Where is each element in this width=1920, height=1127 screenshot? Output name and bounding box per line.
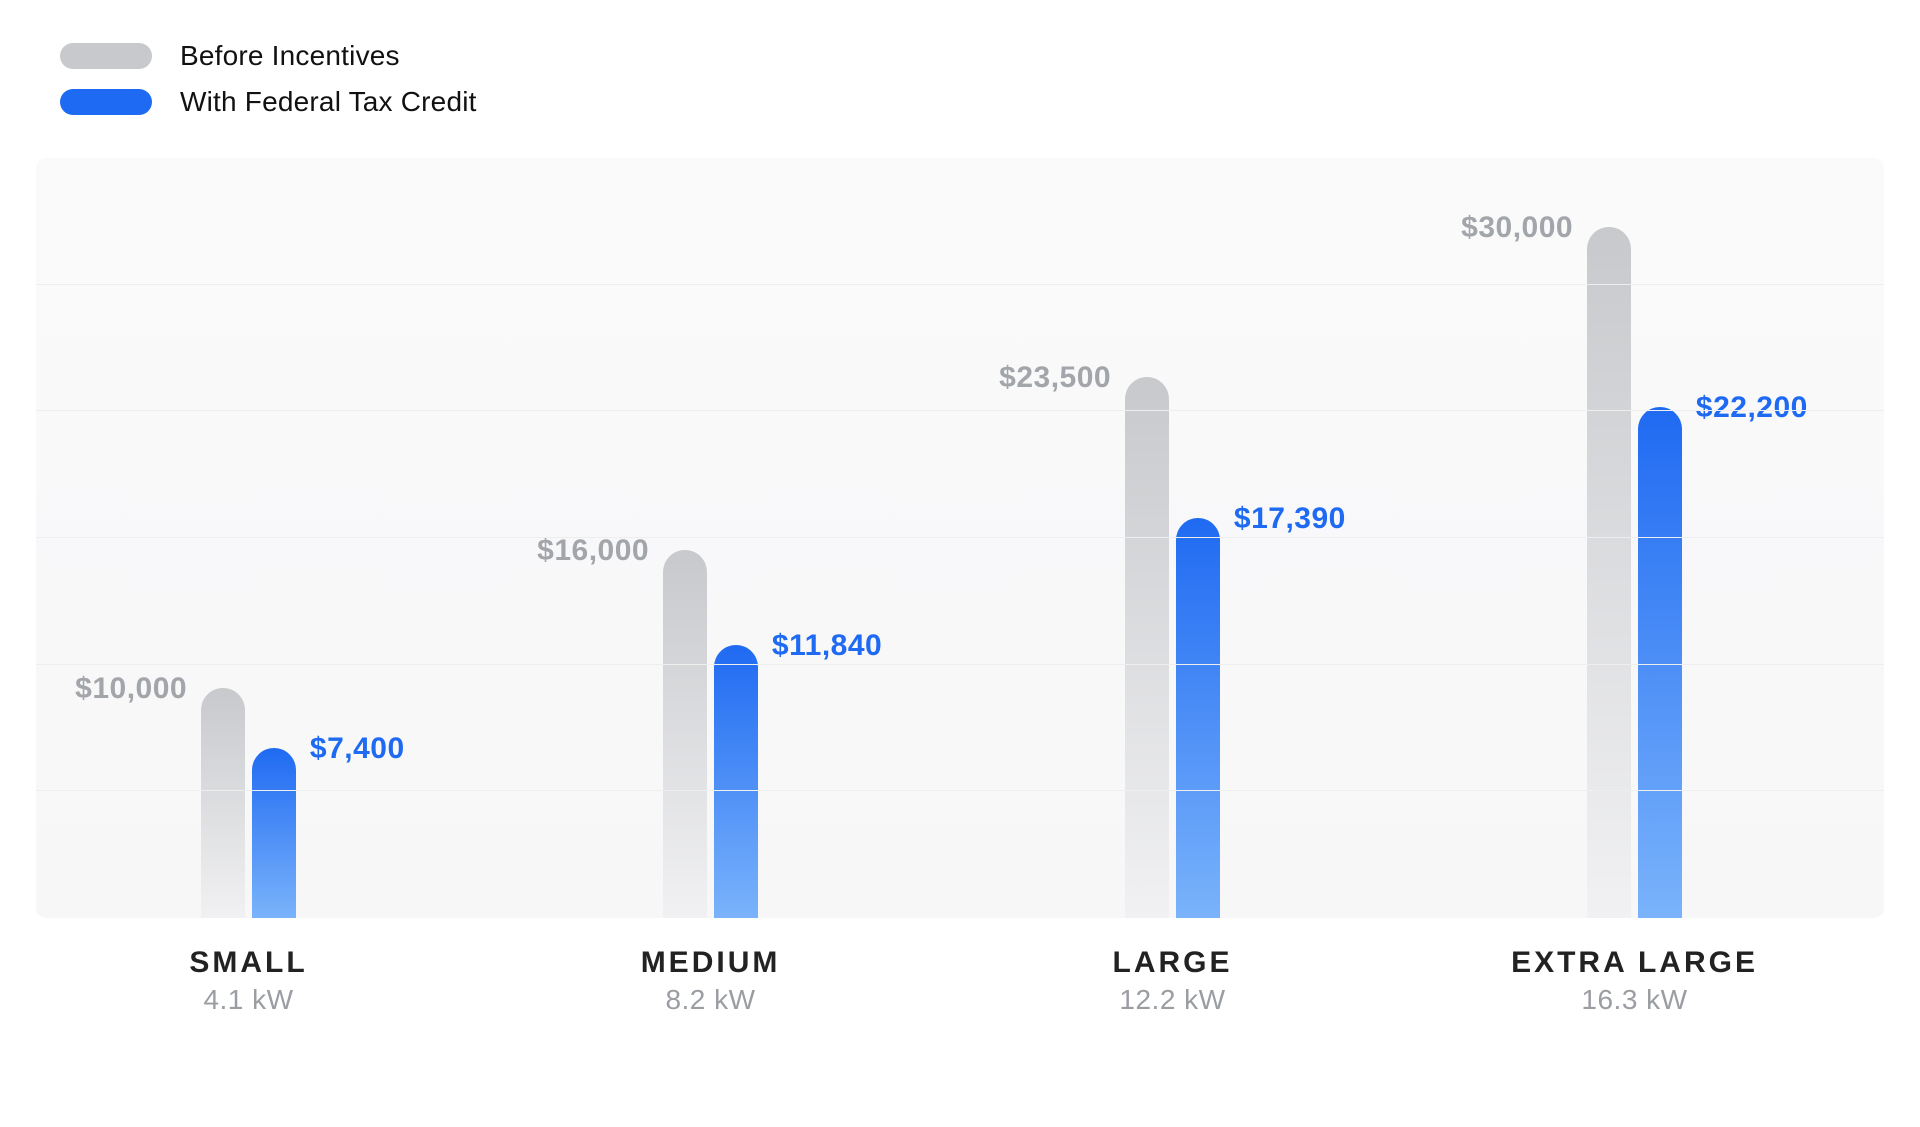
category-sub: 16.3 kW	[1511, 984, 1758, 1016]
gridline	[36, 537, 1884, 538]
bar-after	[714, 645, 758, 918]
bar-group: $10,000 $7,400	[36, 158, 498, 918]
bar-before	[663, 550, 707, 918]
legend: Before Incentives With Federal Tax Credi…	[36, 40, 1884, 118]
bar-before-value: $10,000	[75, 672, 187, 706]
bar-group: $16,000 $11,840	[498, 158, 960, 918]
category-sub: 8.2 kW	[641, 984, 781, 1016]
legend-label-before: Before Incentives	[180, 40, 400, 72]
category-name: EXTRA LARGE	[1511, 946, 1758, 980]
bar-group: $30,000 $22,200	[1422, 158, 1884, 918]
legend-item-after: With Federal Tax Credit	[60, 86, 1884, 118]
gridline	[36, 284, 1884, 285]
bar-before	[1587, 227, 1631, 918]
category-sub: 12.2 kW	[1113, 984, 1233, 1016]
gridline	[36, 790, 1884, 791]
bar-before-value: $30,000	[1461, 211, 1573, 245]
gridline	[36, 410, 1884, 411]
legend-swatch-before	[60, 43, 152, 69]
gridline	[36, 664, 1884, 665]
bar-after-value: $7,400	[310, 732, 405, 766]
bar-after-value: $22,200	[1696, 391, 1808, 425]
bar-before	[1125, 377, 1169, 918]
bar-before	[201, 688, 245, 918]
legend-label-after: With Federal Tax Credit	[180, 86, 477, 118]
bar-group: $23,500 $17,390	[960, 158, 1422, 918]
chart-area: $10,000 $7,400 $16,000 $11,840 $23,500 $17,39…	[36, 158, 1884, 918]
bar-after	[1176, 518, 1220, 918]
bar-after-value: $11,840	[772, 629, 882, 663]
category-name: LARGE	[1113, 946, 1233, 980]
bar-before-value: $16,000	[537, 534, 649, 568]
chart-wrapper: Before Incentives With Federal Tax Credi…	[0, 0, 1920, 946]
bar-after-value: $17,390	[1234, 502, 1346, 536]
bar-groups: $10,000 $7,400 $16,000 $11,840 $23,500 $17,39…	[36, 158, 1884, 918]
legend-item-before: Before Incentives	[60, 40, 1884, 72]
category-name: MEDIUM	[641, 946, 781, 980]
bar-after	[1638, 407, 1682, 918]
legend-swatch-after	[60, 89, 152, 115]
category-sub: 4.1 kW	[189, 984, 307, 1016]
category-name: SMALL	[189, 946, 307, 980]
bar-before-value: $23,500	[999, 361, 1111, 395]
bar-after	[252, 748, 296, 918]
